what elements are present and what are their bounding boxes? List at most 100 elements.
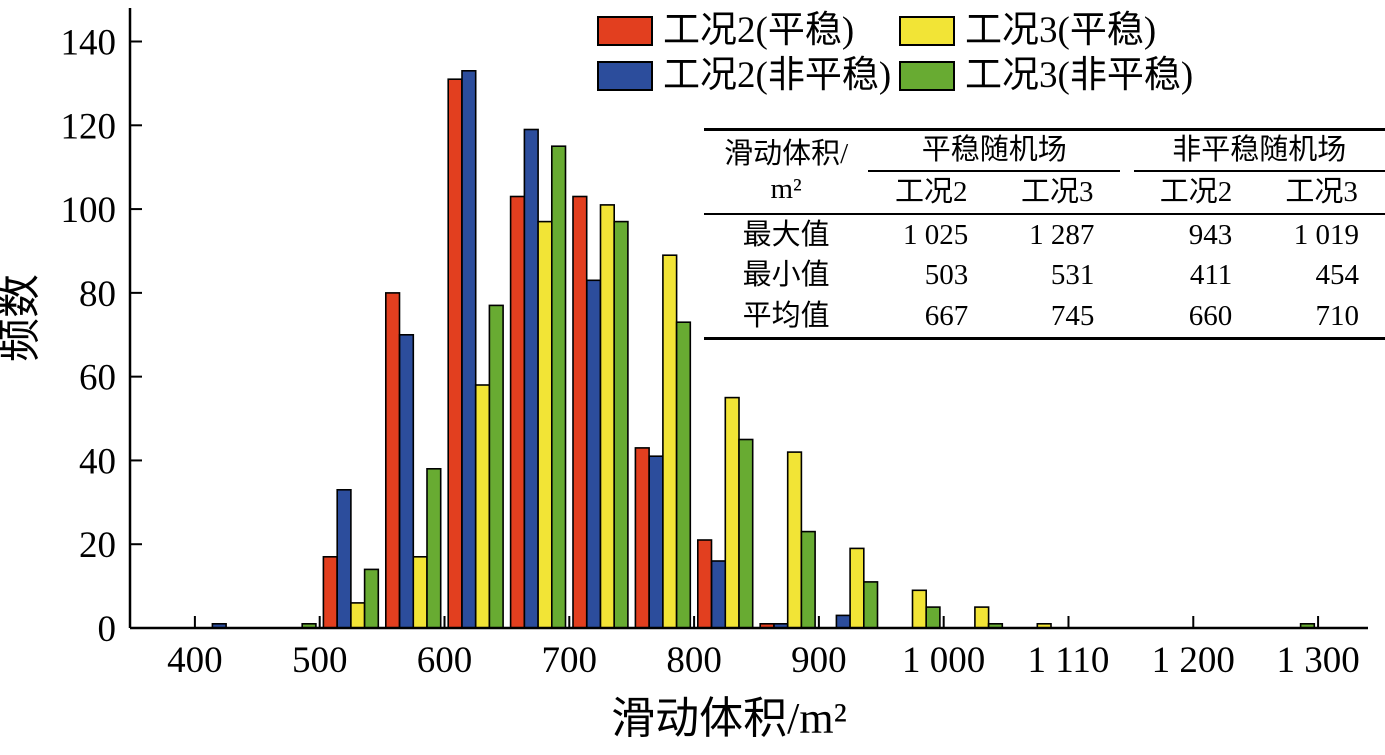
- table-value: 454: [1315, 259, 1360, 292]
- histogram-bar: [509, 195, 526, 629]
- table-subheader: 工况3: [1258, 170, 1385, 215]
- x-tick-label: 700: [542, 640, 598, 681]
- histogram-bar: [911, 589, 927, 629]
- histogram-bar: [363, 568, 380, 629]
- histogram-bar: [474, 384, 491, 629]
- table-value: 1 025: [903, 218, 969, 251]
- histogram-bar: [461, 70, 477, 629]
- legend-label: 工况2(平稳): [663, 10, 855, 51]
- legend-item-cond2-nonstationary: 工况2(非平稳): [597, 55, 899, 98]
- legend-swatch-blue: [597, 60, 653, 91]
- y-axis-title: 频数: [0, 274, 44, 362]
- histogram-bar: [322, 555, 338, 629]
- legend-label: 工况3(平稳): [965, 10, 1157, 51]
- table-value: 411: [1189, 259, 1233, 292]
- legend-swatch-green: [899, 60, 955, 91]
- legend-item-cond3-nonstationary: 工况3(非平稳): [899, 55, 1193, 98]
- y-tick-label: 140: [61, 23, 117, 64]
- table-value: 531: [1050, 259, 1095, 292]
- x-tick-label: 1 000: [902, 640, 985, 681]
- y-tick-label: 20: [79, 525, 116, 566]
- histogram-bar: [447, 78, 463, 629]
- corner-line1: 滑动体积/: [724, 138, 849, 170]
- x-tick-label: 1 110: [1028, 640, 1110, 681]
- row-label: 最小值: [742, 259, 830, 292]
- histogram-bar: [488, 304, 504, 629]
- histogram-bar: [550, 145, 567, 629]
- histogram-bar: [523, 128, 539, 629]
- table-group-header-nonstationary: 非平稳随机场: [1133, 129, 1385, 172]
- table-value: 943: [1188, 218, 1233, 251]
- histogram-bar: [675, 321, 692, 629]
- legend-item-cond3-stationary: 工况3(平稳): [899, 10, 1193, 53]
- table-value: 503: [924, 259, 969, 292]
- table-corner-header: 滑动体积/ m²: [704, 129, 869, 215]
- histogram-bar: [648, 455, 664, 629]
- x-tick-label: 800: [666, 640, 722, 681]
- histogram-bar: [572, 195, 588, 629]
- row-label: 最大值: [742, 218, 830, 251]
- histogram-bar: [662, 254, 678, 629]
- table-column-gap: [1120, 296, 1133, 338]
- histogram-bar: [974, 606, 990, 629]
- y-tick-label: 60: [79, 358, 116, 399]
- x-tick-label: 900: [791, 640, 847, 681]
- y-tick-label: 120: [61, 106, 117, 147]
- histogram-bar: [696, 539, 713, 629]
- table-column-gap: [1120, 129, 1134, 215]
- x-tick-label: 1 300: [1276, 640, 1359, 681]
- histogram-bar: [599, 204, 615, 629]
- table-column-gap: [1120, 214, 1133, 256]
- table-value: 660: [1188, 300, 1233, 333]
- y-tick-label: 40: [79, 441, 116, 482]
- histogram-bar: [925, 606, 941, 629]
- x-axis-title: 滑动体积/m²: [611, 694, 847, 743]
- y-tick-label: 100: [61, 190, 117, 231]
- legend-label: 工况3(非平稳): [965, 54, 1194, 96]
- histogram-bar: [724, 396, 740, 629]
- histogram-bar: [537, 220, 553, 629]
- table-row-min: 最小值 503 531 411 454: [704, 255, 1385, 296]
- stats-table: 滑动体积/ m² 平稳随机场 非平稳随机场 工况2 工况3 工况2 工况3 最大…: [704, 128, 1385, 340]
- histogram-bar: [786, 451, 803, 629]
- table-subheader: 工况2: [1133, 170, 1259, 215]
- table-subheader: 工况2: [868, 170, 995, 215]
- table-row-mean: 平均值 667 745 660 710: [704, 296, 1385, 338]
- legend-label: 工况2(非平稳): [663, 54, 892, 96]
- corner-line2: m²: [770, 172, 802, 205]
- table-subheader: 工况3: [994, 170, 1121, 215]
- table-value: 745: [1050, 300, 1095, 333]
- table-value: 667: [924, 300, 969, 333]
- x-tick-label: 400: [167, 640, 223, 681]
- histogram-bar: [412, 555, 428, 629]
- row-label: 平均值: [742, 300, 830, 333]
- histogram-bar: [800, 530, 816, 629]
- histogram-bar: [862, 581, 879, 629]
- table-value: 1 019: [1293, 218, 1359, 251]
- histogram-bar: [634, 447, 650, 629]
- legend-item-cond2-stationary: 工况2(平稳): [597, 10, 899, 53]
- histogram-bar: [585, 279, 602, 629]
- y-tick-label: 80: [79, 274, 116, 315]
- x-tick-label: 1 200: [1152, 640, 1235, 681]
- histogram-bar: [426, 467, 442, 629]
- x-tick-label: 600: [417, 640, 473, 681]
- legend: 工况2(平稳) 工况3(平稳) 工况2(非平稳) 工况3(非平稳): [597, 10, 1193, 97]
- histogram-bar: [336, 488, 352, 629]
- histogram-bar: [613, 220, 629, 629]
- table-group-header-stationary: 平稳随机场: [868, 129, 1121, 172]
- histogram-bar: [738, 438, 754, 629]
- histogram-bar: [710, 560, 727, 629]
- legend-swatch-yellow: [899, 16, 955, 47]
- histogram-bar: [384, 292, 401, 629]
- legend-swatch-red: [597, 16, 653, 47]
- histogram-bar: [398, 333, 415, 629]
- histogram-bar: [835, 614, 851, 629]
- table-value: 1 287: [1029, 218, 1095, 251]
- table-column-gap: [1120, 255, 1133, 296]
- y-tick-label: 0: [98, 609, 117, 650]
- x-tick-label: 500: [292, 640, 348, 681]
- table-row-max: 最大值 1 025 1 287 943 1 019: [704, 214, 1385, 256]
